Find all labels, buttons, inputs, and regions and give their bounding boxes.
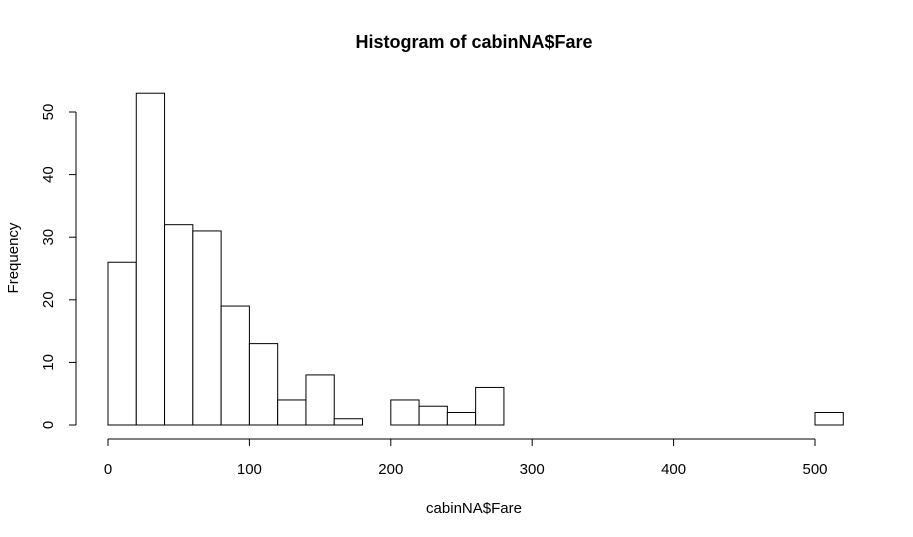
- histogram-bar-25: [814, 411, 844, 426]
- histogram-bar-2: [164, 224, 194, 426]
- y-tick-label-20: 20: [40, 291, 57, 308]
- histogram-bar-6: [277, 399, 307, 426]
- histogram-bar-11: [418, 405, 448, 426]
- histogram-bars: [107, 92, 844, 426]
- histogram-bar-4: [220, 305, 250, 426]
- y-tick-label-40: 40: [40, 166, 57, 183]
- y-tick-label-50: 50: [40, 104, 57, 121]
- x-axis-label: cabinNA$Fare: [426, 500, 522, 517]
- y-tick-label-10: 10: [40, 354, 57, 371]
- histogram-bar-0: [107, 261, 137, 426]
- histogram-bar-10: [390, 399, 420, 426]
- x-tick-label-400: 400: [661, 461, 686, 478]
- histogram-bar-12: [446, 411, 477, 426]
- x-tick-label-500: 500: [802, 461, 827, 478]
- x-tick-label-200: 200: [378, 461, 403, 478]
- x-tick-label-0: 0: [104, 461, 112, 478]
- histogram-bar-8: [333, 418, 364, 426]
- histogram-bar-7: [305, 374, 335, 426]
- y-tick-label-30: 30: [40, 229, 57, 246]
- histogram-bar-1: [135, 92, 166, 426]
- y-axis: 0 10 20 30 40 50: [40, 104, 77, 429]
- x-tick-label-100: 100: [237, 461, 262, 478]
- x-axis: 0 100 200 300 400 500: [104, 438, 828, 478]
- histogram-bar-5: [248, 343, 279, 426]
- x-tick-label-300: 300: [520, 461, 545, 478]
- histogram-bar-3: [192, 230, 222, 426]
- histogram-bar-13: [475, 386, 505, 426]
- y-axis-label: Frequency: [5, 222, 22, 293]
- chart-title: Histogram of cabinNA$Fare: [355, 32, 592, 52]
- y-tick-label-0: 0: [40, 421, 57, 429]
